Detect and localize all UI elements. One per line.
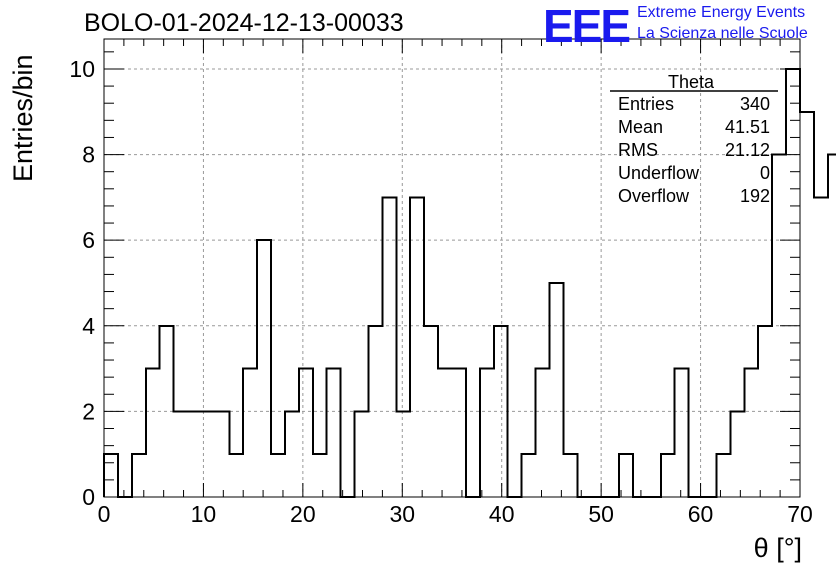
histogram-bin [758, 326, 772, 497]
x-tick-label: 70 [787, 501, 813, 527]
histogram-bars [103, 67, 836, 498]
histogram-bin [828, 155, 836, 497]
y-tick-label: 4 [82, 313, 95, 339]
x-tick-label: 50 [588, 501, 614, 527]
histogram-bin [285, 411, 299, 497]
eee-logo: EEE [543, 0, 631, 52]
histogram-bin [716, 454, 730, 497]
stat-mean-label: Mean [618, 117, 664, 137]
histogram-bin [661, 454, 675, 497]
x-tick-label: 10 [191, 501, 217, 527]
histogram-bin [494, 326, 508, 497]
ticks: 0 10 20 30 40 50 60 70 0 2 4 6 8 10 [69, 39, 813, 527]
stat-underflow-label: Underflow [618, 163, 700, 183]
histogram-bin [549, 283, 563, 497]
histogram-bin [563, 454, 577, 497]
stat-entries-value: 340 [739, 94, 770, 114]
histogram-outline [103, 67, 836, 498]
histogram-bin [146, 369, 160, 497]
histogram-bin [160, 326, 174, 497]
y-tick-label: 6 [82, 227, 95, 253]
histogram-bin [299, 369, 313, 497]
histogram-bin [174, 411, 188, 497]
histogram-bin [424, 326, 438, 497]
histogram-bin [452, 369, 466, 497]
stat-entries-label: Entries [618, 94, 675, 114]
logo-line-2: La Scienza nelle Scuole [637, 25, 808, 42]
x-tick-label: 60 [688, 501, 714, 527]
plot-frame [103, 38, 801, 498]
stat-overflow-label: Overflow [618, 186, 690, 206]
histogram-bin [215, 411, 229, 497]
histogram-bin [327, 369, 341, 497]
stat-rms-value: 21.12 [724, 140, 770, 160]
x-tick-label: 20 [290, 501, 316, 527]
histogram-bin [257, 240, 271, 497]
histogram-bin [382, 197, 396, 497]
stats-title: Theta [668, 72, 715, 92]
stat-overflow-value: 192 [739, 186, 770, 206]
logo-line-1: Extreme Energy Events [637, 4, 806, 21]
histogram-bin [675, 369, 689, 497]
histogram-bin [104, 454, 118, 497]
axes [103, 38, 801, 498]
histogram-bin [368, 326, 382, 497]
histogram-bin [814, 197, 828, 497]
y-tick-label: 8 [82, 142, 95, 168]
histogram-bin [313, 454, 327, 497]
histogram-bin [800, 112, 814, 497]
histogram-bin [744, 369, 758, 497]
histogram-bin [355, 411, 369, 497]
x-tick-label: 0 [98, 501, 111, 527]
stat-rms-label: RMS [618, 140, 658, 160]
histogram-bin [730, 411, 744, 497]
x-axis-label: θ [°] [753, 533, 802, 563]
histogram-bin [396, 411, 410, 497]
y-tick-label: 10 [69, 56, 95, 82]
histogram-bin [786, 69, 800, 497]
y-tick-label: 0 [82, 484, 95, 510]
x-tick-label: 30 [389, 501, 415, 527]
chart-title: BOLO-01-2024-12-13-00033 [84, 9, 404, 37]
stat-underflow-value: 0 [759, 163, 770, 183]
histogram-bin [188, 411, 202, 497]
histogram-bin [522, 454, 536, 497]
histogram-bin [243, 369, 257, 497]
y-tick-label: 2 [82, 398, 95, 424]
y-axis-label: Entries/bin [8, 54, 38, 182]
x-tick-label: 40 [489, 501, 515, 527]
histogram-bin [229, 454, 243, 497]
histogram-bin [480, 369, 494, 497]
histogram-bin [536, 369, 550, 497]
stat-mean-value: 41.51 [724, 117, 770, 137]
histogram-bin [438, 369, 452, 497]
histogram-bin [410, 197, 424, 497]
